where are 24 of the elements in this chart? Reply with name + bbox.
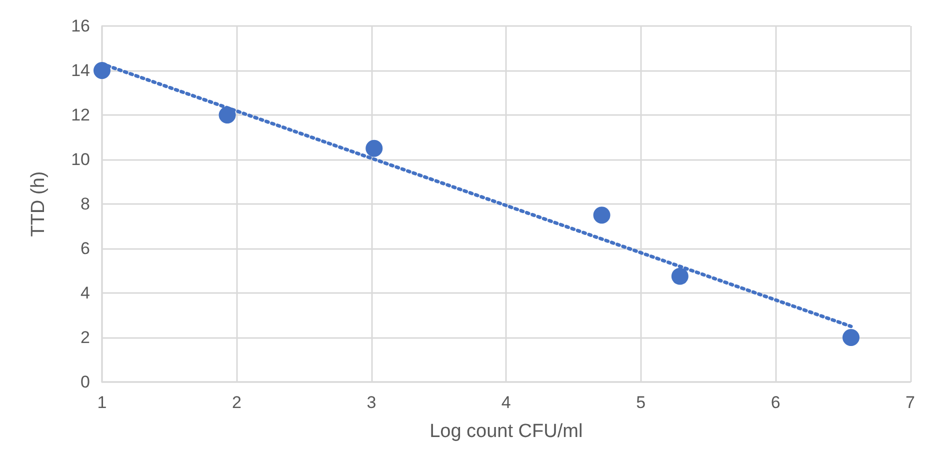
x-tick-label: 4 bbox=[501, 393, 511, 412]
point bbox=[671, 268, 688, 285]
y-tick-label: 2 bbox=[80, 328, 90, 347]
x-tick-label: 7 bbox=[906, 393, 916, 412]
point bbox=[218, 106, 236, 124]
y-axis-title: TTD (h) bbox=[28, 171, 49, 237]
y-tick-label: 12 bbox=[71, 106, 90, 124]
point bbox=[366, 140, 383, 157]
x-axis-title: Log count CFU/ml bbox=[430, 421, 583, 442]
y-tick-label: 16 bbox=[71, 16, 90, 36]
x-tick-label: 3 bbox=[366, 393, 376, 412]
y-tick-label: 14 bbox=[71, 61, 90, 80]
y-tick-label: 8 bbox=[80, 194, 90, 214]
x-tick-label: 6 bbox=[770, 393, 780, 412]
x-tick-label: 1 bbox=[97, 393, 107, 412]
point bbox=[593, 206, 610, 224]
y-tick-label: 6 bbox=[80, 239, 90, 258]
x-tick-label: 5 bbox=[636, 393, 646, 412]
y-tick-label: 4 bbox=[80, 284, 90, 302]
x-tick-label: 2 bbox=[232, 393, 242, 412]
y-tick-label: 10 bbox=[71, 150, 90, 169]
y-tick-label: 0 bbox=[80, 372, 90, 392]
point bbox=[94, 62, 110, 79]
point bbox=[842, 329, 860, 346]
